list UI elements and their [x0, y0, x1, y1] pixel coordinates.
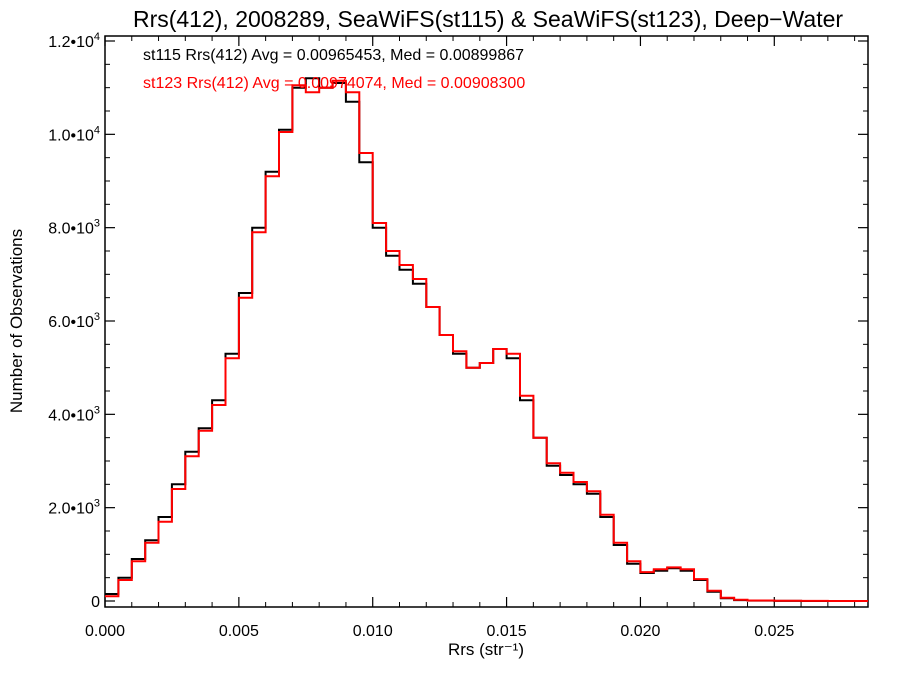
histogram-series-1: [105, 77, 868, 602]
chart-title: Rrs(412), 2008289, SeaWiFS(st115) & SeaW…: [133, 6, 843, 32]
histogram-series-2: [105, 79, 868, 602]
y-tick-label: 0: [91, 594, 100, 611]
y-tick-label: 2.0•103: [48, 498, 100, 518]
x-tick-label: 0.005: [219, 623, 259, 640]
y-tick-label: 1.0•104: [48, 124, 100, 144]
plot-frame: [104, 35, 869, 608]
x-tick-label: 0.010: [353, 623, 393, 640]
y-tick-label: 1.2•104: [48, 31, 100, 51]
annotations: st115 Rrs(412) Avg = 0.00965453, Med = 0…: [143, 47, 525, 92]
y-tick-label: 6.0•103: [48, 311, 100, 331]
series-layer: [105, 77, 868, 602]
y-tick-label: 8.0•103: [48, 218, 100, 238]
y-tick-label: 4.0•103: [48, 404, 100, 424]
annotation-1: st115 Rrs(412) Avg = 0.00965453, Med = 0…: [143, 47, 524, 64]
x-tick-label: 0.020: [620, 623, 660, 640]
axis-ticks: 0.000 0.005 0.010 0.015 0.020 0.025 0 2.0•103 4.…: [48, 31, 868, 640]
x-tick-label: 0.025: [754, 623, 794, 640]
y-axis-label: Number of Observations: [7, 229, 26, 413]
x-tick-label: 0.015: [487, 623, 527, 640]
x-axis-label: Rrs (str⁻¹): [448, 640, 524, 659]
annotation-2: st123 Rrs(412) Avg = 0.00974074, Med = 0…: [143, 75, 525, 92]
x-tick-label: 0.000: [85, 623, 125, 640]
